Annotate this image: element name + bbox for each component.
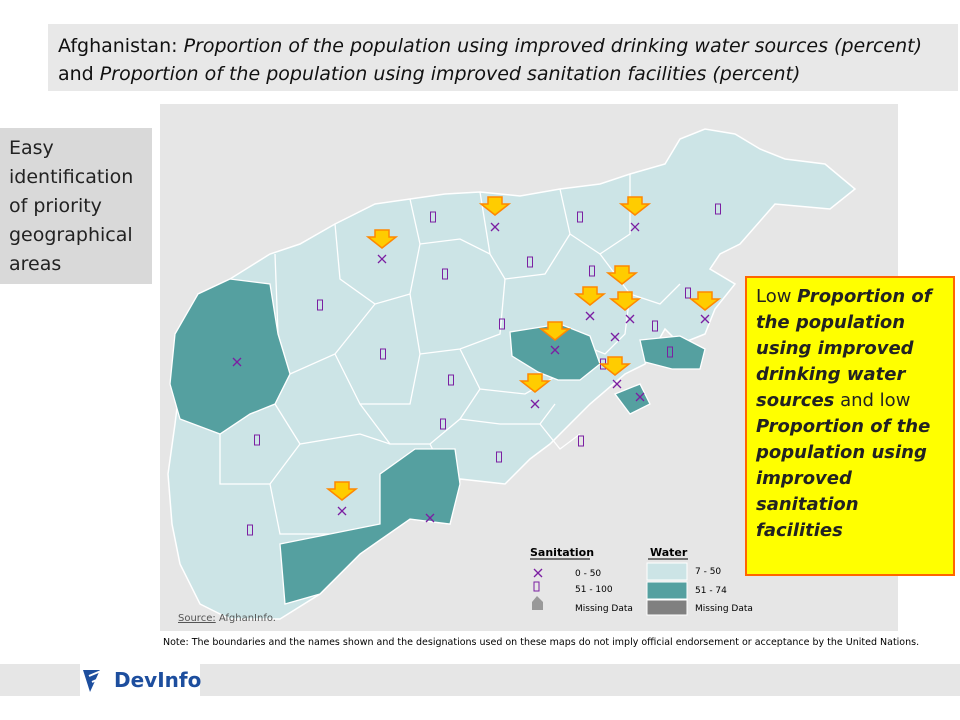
- sanitation-high-marker: [589, 265, 595, 277]
- legend-missing-icon: [532, 596, 543, 610]
- priority-arrow-icon: [365, 229, 399, 249]
- disclaimer-note: Note: The boundaries and the names shown…: [163, 637, 920, 648]
- legend-sanitation-item: Missing Data: [575, 604, 633, 614]
- logo-text: DevInfo: [114, 668, 202, 692]
- sanitation-low-marker: [625, 314, 635, 324]
- sanitation-high-marker: [442, 268, 448, 280]
- sanitation-high-marker: [317, 299, 323, 311]
- legend-sanitation-item: 51 - 100: [575, 585, 613, 595]
- priority-arrow-icon: [618, 196, 652, 216]
- source-credit: Source: AfghanInfo.: [178, 613, 276, 624]
- legend-water-item: 51 - 74: [695, 586, 727, 596]
- devinfo-logo-icon: [83, 667, 111, 692]
- sanitation-high-marker: [577, 211, 583, 223]
- legend-water-swatch: [646, 581, 688, 600]
- side-note-line: Easy: [9, 137, 54, 159]
- sanitation-low-marker: [700, 314, 710, 324]
- sanitation-low-marker: [377, 254, 387, 264]
- sanitation-low-marker: [490, 222, 500, 232]
- sanitation-high-marker: [430, 211, 436, 223]
- sanitation-markers: [232, 203, 721, 536]
- sanitation-low-marker: [585, 311, 595, 321]
- sanitation-low-marker: [550, 345, 560, 355]
- title-prefix: Afghanistan:: [58, 35, 184, 57]
- legend-cross-icon: [533, 568, 543, 578]
- afghanistan-map: Sanitation 0 - 50 51 - 100 Missing Data …: [167, 128, 857, 620]
- title-water-indicator: Proportion of the population using impro…: [183, 35, 923, 57]
- callout-sanitation-indicator: Proportion of the population using impro…: [756, 416, 931, 541]
- sanitation-high-marker: [496, 451, 502, 463]
- sanitation-low-marker: [530, 399, 540, 409]
- sanitation-low-marker: [612, 379, 622, 389]
- sanitation-high-marker: [652, 320, 658, 332]
- priority-arrow-icon: [598, 356, 632, 376]
- province-herat: [169, 278, 291, 435]
- sanitation-low-marker: [610, 332, 620, 342]
- priority-arrow-icon: [478, 196, 512, 216]
- side-note: Easy identification of priority geograph…: [0, 128, 152, 284]
- sanitation-low-marker: [425, 513, 435, 523]
- legend: Sanitation 0 - 50 51 - 100 Missing Data …: [530, 546, 753, 616]
- legend-sanitation-title: Sanitation: [530, 546, 594, 559]
- source-label: Source:: [178, 613, 216, 624]
- legend-water-swatch: [646, 599, 688, 616]
- sanitation-low-marker: [232, 357, 242, 367]
- priority-arrow-icon: [608, 291, 642, 311]
- priority-arrow-icon: [605, 265, 639, 285]
- title-connector: and: [58, 63, 100, 85]
- side-note-line: areas: [9, 253, 62, 275]
- title-sanitation-indicator: Proportion of the population using impro…: [99, 63, 801, 85]
- legend-sanitation-item: 0 - 50: [575, 569, 601, 579]
- legend-water-title: Water: [650, 546, 688, 559]
- legend-water-swatch: [646, 562, 688, 581]
- side-note-line: of priority: [9, 195, 102, 217]
- callout-water-indicator: Proportion of the population using impro…: [756, 286, 932, 411]
- legend-water-item: Missing Data: [695, 604, 753, 614]
- sanitation-high-marker: [254, 434, 260, 446]
- legend-box-icon: [533, 581, 540, 592]
- sanitation-low-marker: [630, 222, 640, 232]
- sanitation-high-marker: [380, 348, 386, 360]
- sanitation-high-marker: [667, 346, 673, 358]
- source-text: AfghanInfo.: [215, 613, 276, 624]
- sanitation-high-marker: [440, 418, 446, 430]
- sanitation-low-marker: [337, 506, 347, 516]
- sanitation-high-marker: [499, 318, 505, 330]
- priority-arrow-icon: [518, 373, 552, 393]
- sanitation-low-marker: [635, 392, 645, 402]
- sanitation-high-marker: [715, 203, 721, 215]
- callout-text: and low: [834, 390, 911, 411]
- sanitation-high-marker: [527, 256, 533, 268]
- callout-text: Low: [756, 286, 798, 307]
- legend-water-item: 7 - 50: [695, 567, 721, 577]
- priority-arrows: [325, 196, 722, 501]
- side-note-line: geographical: [9, 224, 133, 246]
- sanitation-high-marker: [685, 287, 691, 299]
- map-title: Afghanistan: Proportion of the populatio…: [48, 24, 958, 91]
- devinfo-logo: DevInfo: [80, 664, 202, 696]
- priority-callout: Low Proportion of the population using i…: [745, 276, 955, 576]
- sanitation-high-marker: [448, 374, 454, 386]
- province-southeast: [613, 383, 651, 415]
- priority-arrow-icon: [573, 286, 607, 306]
- side-note-line: identification: [9, 166, 134, 188]
- province-helmand: [279, 448, 461, 605]
- province-central: [509, 323, 601, 381]
- priority-arrow-icon: [325, 481, 359, 501]
- sanitation-high-marker: [247, 524, 253, 536]
- province-borders: [219, 174, 681, 555]
- water-high-provinces: [169, 278, 706, 605]
- priority-arrow-icon: [688, 291, 722, 311]
- sanitation-high-marker: [578, 435, 584, 447]
- priority-arrow-icon: [538, 321, 572, 341]
